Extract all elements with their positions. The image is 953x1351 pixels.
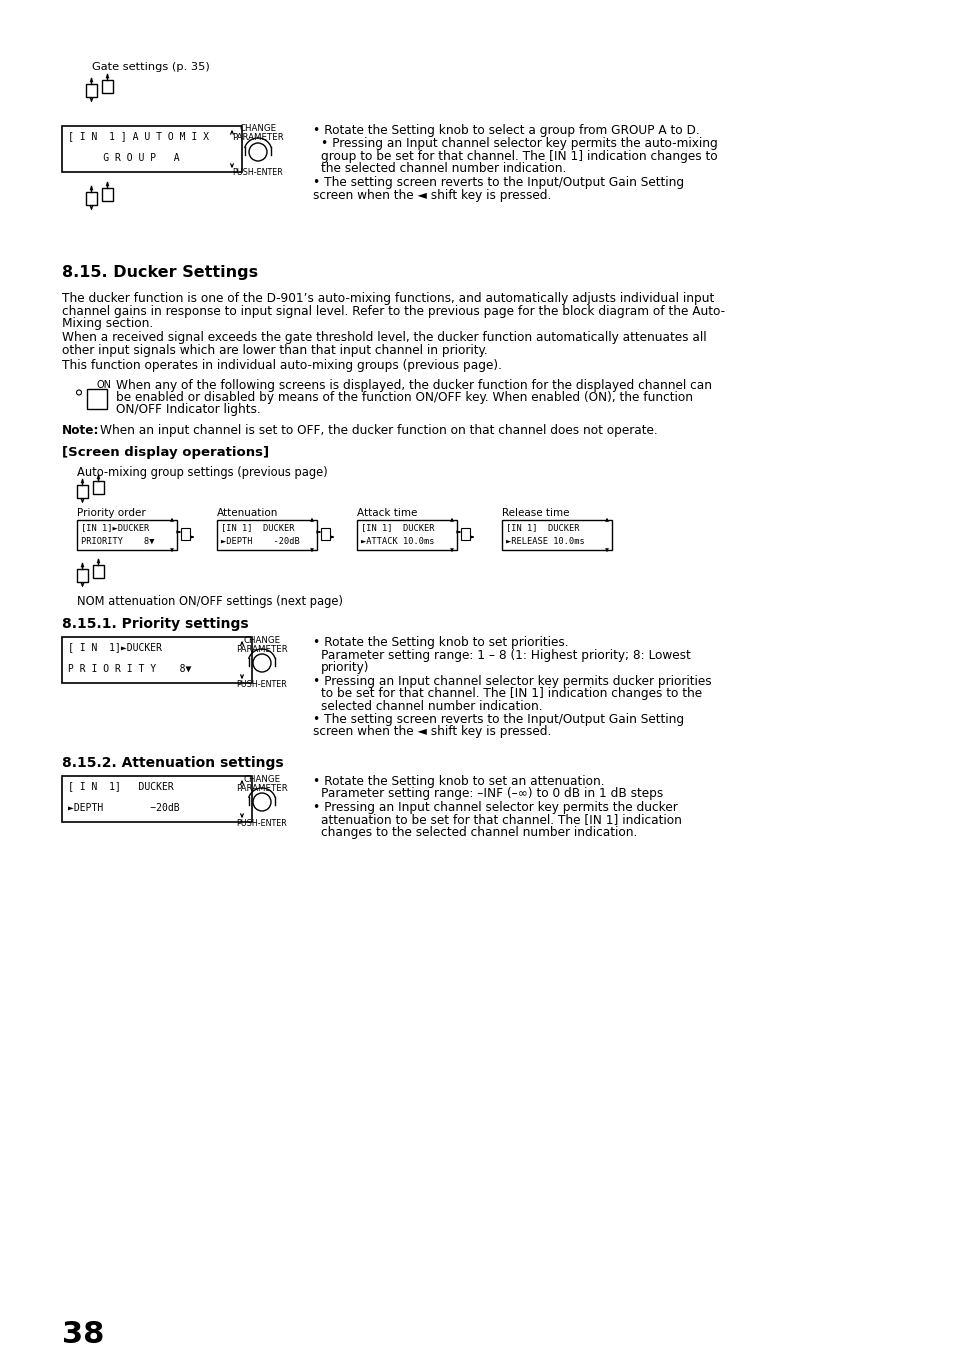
Text: This function operates in individual auto-mixing groups (previous page).: This function operates in individual aut… — [62, 358, 501, 372]
Text: Gate settings (p. 35): Gate settings (p. 35) — [91, 62, 210, 72]
Text: [ I N  1]►DUCKER: [ I N 1]►DUCKER — [68, 642, 162, 653]
Text: • The setting screen reverts to the Input/Output Gain Setting: • The setting screen reverts to the Inpu… — [313, 176, 683, 189]
Text: ON/OFF Indicator lights.: ON/OFF Indicator lights. — [116, 404, 260, 416]
Bar — [501, 520, 612, 550]
Text: • Pressing an Input channel selector key permits ducker priorities: • Pressing an Input channel selector key… — [313, 674, 711, 688]
Text: [IN 1]  DUCKER: [IN 1] DUCKER — [221, 523, 294, 532]
Text: [Screen display operations]: [Screen display operations] — [62, 446, 269, 459]
Bar — [92, 565, 104, 578]
Bar — [102, 80, 112, 93]
Text: ON: ON — [97, 381, 112, 390]
Bar — [181, 528, 190, 540]
Text: The ducker function is one of the D-901’s auto-mixing functions, and automatical: The ducker function is one of the D-901’… — [62, 292, 714, 305]
Text: [ I N  1 ] A U T O M I X: [ I N 1 ] A U T O M I X — [68, 131, 209, 141]
Bar — [102, 188, 112, 201]
Text: Mixing section.: Mixing section. — [62, 317, 153, 330]
Text: changes to the selected channel number indication.: changes to the selected channel number i… — [320, 825, 637, 839]
Text: CHANGE: CHANGE — [243, 775, 280, 784]
Text: Release time: Release time — [501, 508, 569, 517]
Text: Attack time: Attack time — [356, 508, 416, 517]
Text: be enabled or disabled by means of the function ON/OFF key. When enabled (ON), t: be enabled or disabled by means of the f… — [116, 390, 692, 404]
Text: to be set for that channel. The [IN 1] indication changes to the: to be set for that channel. The [IN 1] i… — [320, 688, 701, 700]
Bar — [77, 520, 177, 550]
Text: the selected channel number indication.: the selected channel number indication. — [320, 162, 566, 176]
Text: P R I O R I T Y    8▼: P R I O R I T Y 8▼ — [68, 663, 192, 674]
Text: • Rotate the Setting knob to select a group from GROUP A to D.: • Rotate the Setting knob to select a gr… — [313, 124, 699, 136]
Bar — [320, 528, 330, 540]
Text: CHANGE: CHANGE — [239, 124, 276, 132]
Bar — [86, 192, 97, 205]
Bar — [356, 520, 456, 550]
Text: G R O U P   A: G R O U P A — [68, 153, 179, 163]
Bar — [460, 528, 470, 540]
Text: ►ATTACK 10.0ms: ►ATTACK 10.0ms — [360, 536, 434, 546]
Bar — [92, 481, 104, 494]
Text: screen when the ◄ shift key is pressed.: screen when the ◄ shift key is pressed. — [313, 189, 551, 201]
Text: PARAMETER: PARAMETER — [236, 644, 288, 654]
Text: [IN 1]  DUCKER: [IN 1] DUCKER — [505, 523, 578, 532]
Bar — [87, 389, 107, 408]
Text: Parameter setting range: –INF (–∞) to 0 dB in 1 dB steps: Parameter setting range: –INF (–∞) to 0 … — [320, 788, 662, 801]
Text: priority): priority) — [320, 661, 369, 674]
Text: • Rotate the Setting knob to set an attenuation.: • Rotate the Setting knob to set an atte… — [313, 775, 604, 788]
Text: ►RELEASE 10.0ms: ►RELEASE 10.0ms — [505, 536, 584, 546]
Text: attenuation to be set for that channel. The [IN 1] indication: attenuation to be set for that channel. … — [320, 813, 681, 827]
Text: PRIORITY    8▼: PRIORITY 8▼ — [81, 536, 154, 546]
Text: NOM attenuation ON/OFF settings (next page): NOM attenuation ON/OFF settings (next pa… — [77, 594, 343, 608]
Text: [IN 1]►DUCKER: [IN 1]►DUCKER — [81, 523, 149, 532]
Text: When a received signal exceeds the gate threshold level, the ducker function aut: When a received signal exceeds the gate … — [62, 331, 706, 345]
Bar — [216, 520, 316, 550]
Text: [ I N  1]   DUCKER: [ I N 1] DUCKER — [68, 781, 173, 790]
Text: • Rotate the Setting knob to set priorities.: • Rotate the Setting knob to set priorit… — [313, 636, 568, 648]
Text: When any of the following screens is displayed, the ducker function for the disp: When any of the following screens is dis… — [116, 378, 711, 392]
Text: CHANGE: CHANGE — [243, 636, 280, 644]
Bar — [62, 638, 252, 684]
Text: • Pressing an Input channel selector key permits the ducker: • Pressing an Input channel selector key… — [313, 801, 677, 815]
Text: 8.15. Ducker Settings: 8.15. Ducker Settings — [62, 265, 258, 280]
Text: 8.15.2. Attenuation settings: 8.15.2. Attenuation settings — [62, 757, 283, 770]
Text: other input signals which are lower than that input channel in priority.: other input signals which are lower than… — [62, 345, 487, 357]
Text: ►DEPTH    -20dB: ►DEPTH -20dB — [221, 536, 299, 546]
Text: screen when the ◄ shift key is pressed.: screen when the ◄ shift key is pressed. — [313, 725, 551, 739]
Text: Priority order: Priority order — [77, 508, 146, 517]
Bar — [86, 84, 97, 97]
Text: • The setting screen reverts to the Input/Output Gain Setting: • The setting screen reverts to the Inpu… — [313, 713, 683, 725]
Text: PUSH-ENTER: PUSH-ENTER — [236, 680, 287, 689]
Text: Attenuation: Attenuation — [216, 508, 278, 517]
Text: • Pressing an Input channel selector key permits the auto-mixing: • Pressing an Input channel selector key… — [320, 138, 717, 150]
Text: group to be set for that channel. The [IN 1] indication changes to: group to be set for that channel. The [I… — [320, 150, 717, 163]
Text: 38: 38 — [62, 1320, 104, 1350]
Text: ►DEPTH        −20dB: ►DEPTH −20dB — [68, 802, 179, 813]
Bar — [62, 775, 252, 821]
Text: Note:: Note: — [62, 424, 99, 436]
Text: PUSH-ENTER: PUSH-ENTER — [233, 168, 283, 177]
Text: selected channel number indication.: selected channel number indication. — [320, 700, 542, 712]
Bar — [62, 126, 242, 172]
Text: Auto-mixing group settings (previous page): Auto-mixing group settings (previous pag… — [77, 466, 328, 480]
Text: [IN 1]  DUCKER: [IN 1] DUCKER — [360, 523, 434, 532]
Text: PARAMETER: PARAMETER — [232, 132, 284, 142]
Text: PUSH-ENTER: PUSH-ENTER — [236, 819, 287, 828]
Bar — [77, 485, 88, 499]
Bar — [77, 569, 88, 582]
Text: When an input channel is set to OFF, the ducker function on that channel does no: When an input channel is set to OFF, the… — [100, 424, 657, 436]
Text: 8.15.1. Priority settings: 8.15.1. Priority settings — [62, 617, 249, 631]
Text: PARAMETER: PARAMETER — [236, 784, 288, 793]
Text: Parameter setting range: 1 – 8 (1: Highest priority; 8: Lowest: Parameter setting range: 1 – 8 (1: Highe… — [320, 648, 690, 662]
Text: channel gains in response to input signal level. Refer to the previous page for : channel gains in response to input signa… — [62, 304, 724, 317]
